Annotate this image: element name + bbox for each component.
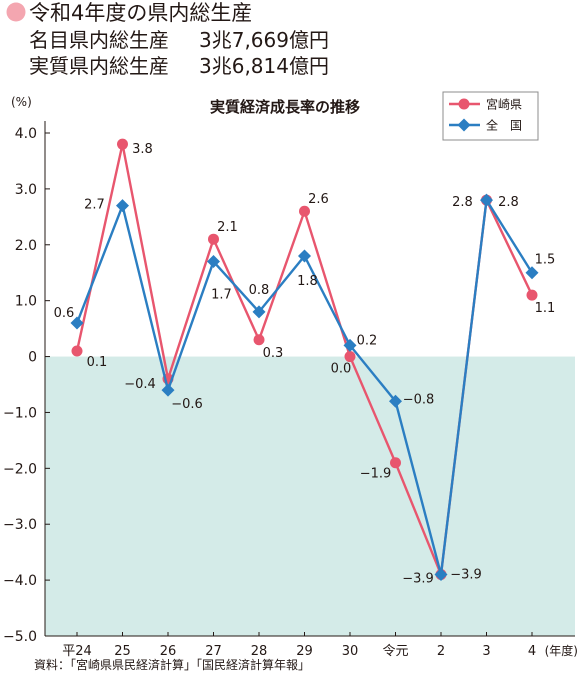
plot-area: 4.0 3.0 2.0 1.0 0 −1.0 −2.0 −3.0 −4.0 −5.0 平24 25 26…	[3, 121, 575, 659]
national-data-point	[161, 383, 175, 397]
miyazaki-data-point	[390, 457, 401, 469]
national-data-point	[252, 305, 266, 319]
miyazaki-data-label: 2.1	[217, 220, 238, 235]
miyazaki-data-label: 2.6	[308, 192, 329, 207]
legend-label: 全 国	[486, 118, 522, 133]
source-note: 資料：「宮崎県県民経済計算」「国民経済計算年報」	[34, 657, 310, 672]
title-bullet-icon	[6, 2, 26, 22]
x-tick-label: 3	[482, 644, 490, 659]
x-tick-label: 26	[160, 644, 177, 659]
header-title: 令和4年度の県内総生産	[29, 1, 252, 25]
national-data-label: −0.6	[171, 397, 203, 412]
chart-title: 実質経済成長率の推移	[210, 98, 360, 116]
y-tick-label: 0	[28, 350, 37, 366]
y-tick-label: −4.0	[3, 573, 37, 589]
national-data-label: 1.8	[297, 274, 318, 289]
miyazaki-data-label: 0.1	[87, 355, 108, 370]
national-data-point	[434, 568, 448, 582]
national-data-point	[298, 249, 311, 263]
miyazaki-data-point	[344, 351, 356, 363]
y-tick-label: −5.0	[3, 629, 37, 645]
national-data-point	[343, 338, 357, 352]
miyazaki-data-label: 0.3	[263, 346, 284, 361]
negative-region-shading	[45, 356, 575, 636]
x-tick-label: 30	[342, 644, 359, 659]
national-data-label: 2.8	[498, 195, 519, 210]
miyazaki-data-label: −1.9	[360, 467, 392, 482]
miyazaki-data-point	[208, 233, 219, 245]
miyazaki-data-point	[71, 345, 83, 357]
y-tick-label: −3.0	[3, 517, 37, 533]
real-gdp-label: 実質県内総生産	[29, 54, 169, 78]
legend-label: 宮崎県	[486, 97, 522, 112]
miyazaki-data-label: 2.8	[452, 195, 473, 210]
x-tick-label: 29	[296, 644, 313, 659]
y-tick-label: 2.0	[15, 238, 37, 254]
national-data-point	[525, 266, 539, 280]
x-tick-label: 4	[528, 644, 536, 659]
y-axis-unit-label: (%)	[11, 95, 32, 109]
national-data-label: −3.9	[450, 568, 482, 583]
miyazaki-data-label: 1.1	[535, 301, 556, 316]
legend-diamond-marker-icon	[457, 118, 471, 132]
real-gdp-value: 3兆6,814億円	[199, 54, 329, 78]
miyazaki-data-label: 3.8	[132, 142, 153, 157]
x-tick-label: 令元	[382, 644, 408, 659]
national-data-point	[389, 394, 402, 408]
miyazaki-data-point	[117, 138, 128, 150]
x-tick-label: 25	[114, 644, 131, 659]
nominal-gdp-value: 3兆7,669億円	[199, 28, 329, 52]
y-tick-label: 1.0	[15, 294, 37, 310]
miyazaki-data-point	[526, 289, 538, 301]
y-tick-label: −1.0	[3, 405, 37, 421]
miyazaki-data-label: −3.9	[402, 572, 434, 587]
miyazaki-data-point	[299, 205, 310, 217]
national-data-label: 0.8	[249, 283, 270, 298]
y-tick-label: 4.0	[15, 126, 37, 142]
miyazaki-data-point	[253, 334, 265, 346]
x-tick-label: 平24	[62, 644, 92, 659]
legend-box	[442, 91, 539, 141]
x-axis-unit-label: (年度)	[545, 643, 578, 658]
header: 令和4年度の県内総生産 名目県内総生産 3兆7,669億円 実質県内総生産 3兆…	[6, 1, 329, 78]
national-data-label: 0.6	[54, 306, 75, 321]
y-tick-label: −2.0	[3, 461, 37, 477]
national-data-label: −0.8	[403, 392, 435, 407]
x-tick-label: 28	[251, 644, 268, 659]
legend-circle-marker-icon	[458, 98, 470, 110]
y-tick-label: 3.0	[15, 182, 37, 198]
miyazaki-data-label: −0.4	[124, 377, 156, 392]
national-data-label: 1.5	[535, 253, 556, 268]
nominal-gdp-label: 名目県内総生産	[29, 28, 169, 52]
national-data-label: 1.7	[211, 288, 232, 303]
national-data-label: 2.7	[84, 198, 105, 213]
national-data-point	[116, 199, 129, 213]
x-tick-label: 27	[205, 644, 222, 659]
national-data-point	[207, 255, 220, 269]
x-tick-label: 2	[437, 644, 445, 659]
national-series	[70, 193, 539, 582]
national-data-point	[70, 316, 84, 330]
national-data-point	[480, 193, 493, 207]
national-data-label: 0.2	[357, 333, 378, 348]
miyazaki-data-label: 0.0	[331, 362, 352, 377]
